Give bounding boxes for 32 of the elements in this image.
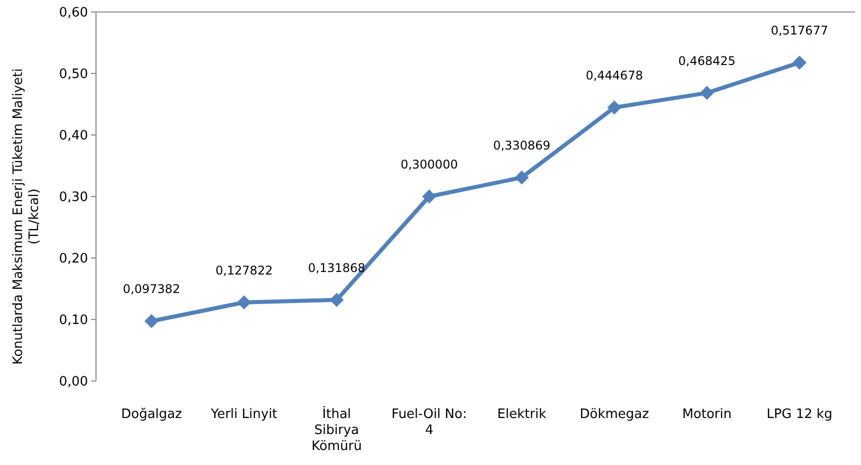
- data-label: 0,330869: [493, 138, 550, 153]
- data-label: 0,468425: [678, 54, 736, 68]
- point: [330, 292, 344, 307]
- x-tick-label: LPG 12 kg: [766, 407, 832, 422]
- point: [700, 86, 714, 100]
- data-label: 0,300000: [400, 158, 458, 172]
- x-tick-label: Fuel-Oil No: 4: [392, 407, 467, 438]
- y-tick-label: 0,00: [59, 374, 88, 390]
- data-label: 0,127822: [215, 263, 273, 278]
- x-tick-label: Yerli Linyit: [210, 407, 278, 422]
- point: [607, 100, 622, 115]
- point: [237, 295, 252, 310]
- y-tick-label: 0,30: [59, 190, 88, 206]
- y-axis-title: Konutlarda Maksimum Enerji Tüketim Maliyeti (TL/kcal): [11, 68, 42, 365]
- x-tick-label: Motorin: [682, 407, 732, 422]
- data-label: 0,131868: [308, 260, 366, 275]
- point: [422, 190, 436, 204]
- x-tick-label: Elektrik: [497, 407, 547, 422]
- y-tick-label: 0,60: [59, 6, 88, 21]
- x-tick-label: İthal Sibirya Kömürü: [311, 406, 362, 454]
- data-label: 0,517677: [770, 24, 828, 38]
- x-tick-label: Doğalgaz: [121, 407, 182, 422]
- point: [144, 314, 159, 328]
- y-tick-label: 0,10: [59, 313, 88, 328]
- data-label: 0,097382: [122, 282, 180, 296]
- point: [514, 170, 529, 185]
- y-tick-label: 0,20: [59, 252, 88, 267]
- data-label: 0,444678: [586, 68, 643, 83]
- x-tick-label: Dökmegaz: [580, 407, 650, 422]
- point: [792, 56, 806, 70]
- y-tick-label: 0,50: [59, 67, 88, 82]
- y-tick-label: 0,40: [59, 128, 88, 144]
